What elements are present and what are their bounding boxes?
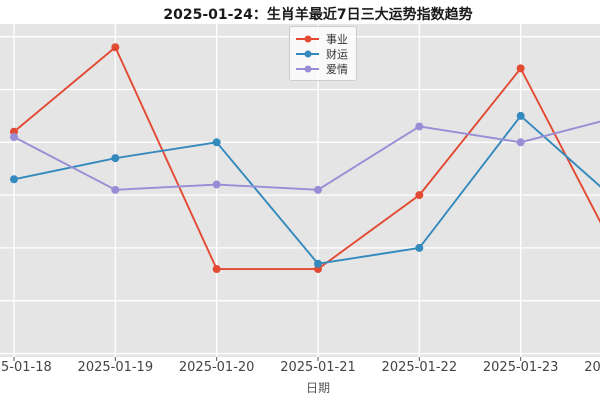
legend-dot-icon bbox=[304, 35, 311, 42]
legend-dot-icon bbox=[304, 65, 311, 72]
x-tick-label: 2025-01-18 bbox=[0, 360, 52, 375]
legend-dot-icon bbox=[304, 50, 311, 57]
legend-line-marker-icon bbox=[296, 65, 319, 72]
x-tick-label: 2025-01-23 bbox=[482, 360, 559, 375]
x-axis: 2025-01-18 2025-01-19 2025-01-20 2025-01… bbox=[0, 360, 600, 378]
x-tick-label: 2025-01-22 bbox=[381, 360, 458, 375]
x-tick-label: 2025-01-21 bbox=[280, 360, 356, 375]
x-axis-label: 日期 bbox=[305, 381, 331, 395]
legend-item-career: 事业 bbox=[296, 31, 348, 46]
legend: 事业 财运 爱情 bbox=[289, 26, 357, 81]
legend-line-marker-icon bbox=[296, 35, 319, 42]
legend-item-love: 爱情 bbox=[296, 61, 348, 76]
legend-label: 爱情 bbox=[326, 62, 348, 76]
legend-label: 事业 bbox=[326, 32, 348, 46]
x-tick-label: 2025-01-24 bbox=[584, 360, 600, 375]
x-tick-label: 2025-01-19 bbox=[77, 360, 154, 375]
x-tick-label: 2025-01-20 bbox=[178, 360, 255, 375]
legend-item-wealth: 财运 bbox=[296, 46, 348, 61]
legend-label: 财运 bbox=[326, 47, 348, 61]
legend-line-marker-icon bbox=[296, 50, 319, 57]
chart-title: 2025-01-24：生肖羊最近7日三大运势指数趋势 bbox=[163, 7, 473, 23]
